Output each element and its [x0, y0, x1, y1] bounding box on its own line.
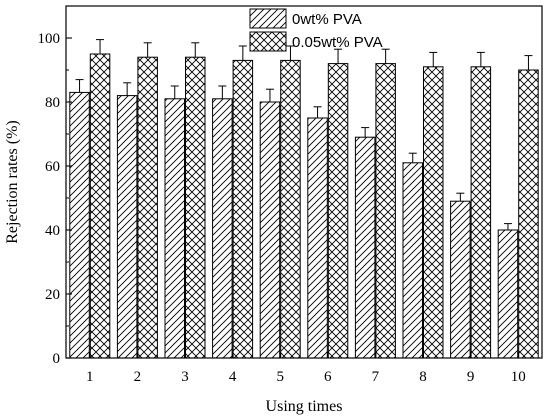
x-tick-label: 9 [467, 369, 475, 385]
bar-series-1-cat-9 [450, 200, 471, 359]
x-tick-label: 3 [181, 369, 189, 385]
bar-series-2-cat-1 [89, 53, 111, 359]
y-axis-ticks: 0 20 40 60 80 100 [38, 31, 72, 367]
y-tick-label: 20 [45, 287, 60, 303]
legend-label-005wt-pva: 0.05wt% PVA [292, 34, 383, 51]
bar-series-2-cat-2 [137, 56, 158, 359]
y-tick-label: 80 [45, 95, 60, 111]
legend-swatch-0wt-pva [249, 8, 287, 29]
bar-series-2-cat-6 [327, 63, 349, 359]
bar-series-2-cat-3 [185, 56, 206, 359]
legend: 0wt% PVA 0.05wt% PVA [249, 8, 383, 52]
y-tick-label: 60 [45, 159, 60, 175]
bar-series-1-cat-1 [69, 91, 90, 359]
bar-series-2-cat-8 [423, 66, 444, 359]
bar-series-1-cat-8 [402, 162, 423, 359]
bar-series-1-cat-5 [259, 101, 281, 359]
y-tick-label: 0 [53, 351, 61, 367]
y-axis-title: Rejection rates (%) [4, 120, 21, 244]
y-tick-label: 100 [38, 31, 61, 47]
legend-label-0wt-pva: 0wt% PVA [292, 11, 362, 28]
bar-series-2-cat-10 [518, 69, 539, 359]
bars-group [69, 53, 539, 359]
x-axis-title: Using times [266, 398, 343, 415]
bar-series-2-cat-9 [470, 66, 492, 359]
plot-area-frame [65, 5, 543, 359]
x-tick-label: 2 [134, 369, 142, 385]
x-tick-label: 5 [276, 369, 284, 385]
x-tick-label: 1 [86, 369, 94, 385]
x-tick-label: 10 [511, 369, 526, 385]
x-tick-label: 4 [229, 369, 237, 385]
x-tick-label: 6 [324, 369, 332, 385]
bar-series-2-cat-4 [232, 59, 254, 359]
bar-series-2-cat-5 [280, 59, 301, 359]
bar-series-1-cat-6 [307, 117, 328, 359]
x-tick-label: 7 [372, 369, 380, 385]
bar-series-1-cat-10 [497, 229, 519, 359]
y-tick-label: 40 [45, 223, 60, 239]
bar-series-1-cat-4 [212, 98, 233, 359]
legend-swatch-005wt-pva [249, 31, 287, 52]
x-tick-label: 8 [419, 369, 427, 385]
bar-series-1-cat-2 [116, 95, 138, 359]
bar-series-1-cat-7 [354, 136, 376, 359]
bar-series-2-cat-7 [375, 63, 396, 359]
error-bars-group [75, 39, 533, 230]
bar-series-1-cat-3 [164, 98, 185, 359]
